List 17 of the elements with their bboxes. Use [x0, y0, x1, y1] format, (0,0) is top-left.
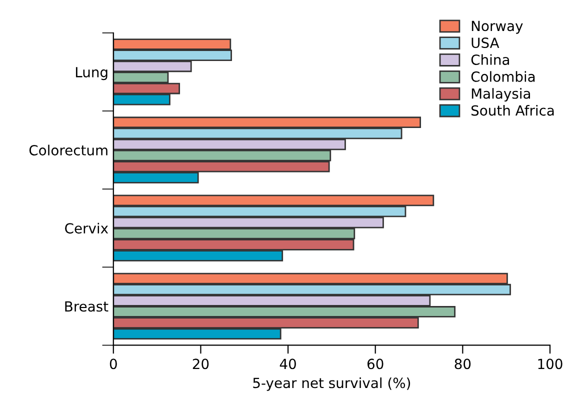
legend-label: South Africa	[471, 104, 554, 116]
legend-label: China	[471, 54, 509, 65]
legend-label: USA	[472, 38, 500, 48]
y-tick-label: Breast	[65, 301, 108, 312]
x-tick-label: 20	[192, 358, 209, 370]
legend-label: Colombia	[471, 71, 535, 82]
x-tick-label: 60	[367, 358, 384, 370]
legend-label: Norway	[472, 20, 523, 34]
x-axis-title: 5-year net survival (%)	[253, 377, 410, 391]
y-tick-label: Lung	[76, 67, 108, 80]
legend-label: Malaysia	[472, 88, 530, 102]
y-tick-label: Cervix	[65, 222, 108, 234]
y-tick-label: Colorectum	[29, 144, 108, 156]
x-tick-label: 0	[110, 358, 117, 370]
x-tick-label: 40	[280, 358, 296, 370]
x-tick-label: 80	[454, 358, 471, 370]
x-tick-label: 100	[538, 358, 562, 370]
